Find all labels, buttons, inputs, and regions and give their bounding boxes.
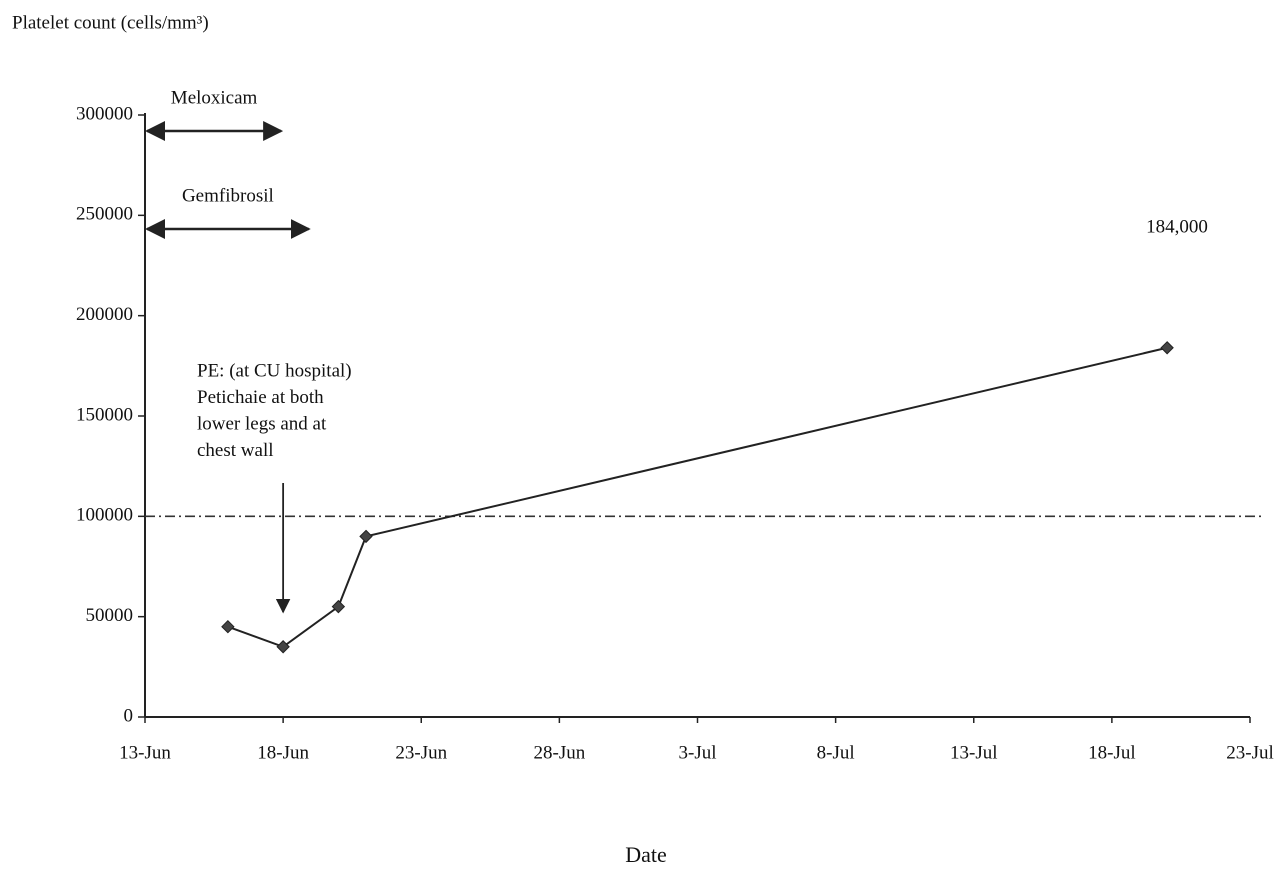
x-tick-label: 18-Jul [1088, 742, 1136, 763]
y-tick-label: 250000 [76, 204, 133, 225]
y-tick-label: 150000 [76, 404, 133, 425]
y-tick-label: 100000 [76, 505, 133, 526]
y-tick-label: 300000 [76, 103, 133, 124]
x-tick-label: 18-Jun [257, 742, 309, 763]
marker [1161, 342, 1173, 354]
chart: Platelet count (cells/mm³) Date 0 50000 10… [0, 0, 1288, 873]
y-tick-label: 200000 [76, 304, 133, 325]
marker [360, 530, 372, 542]
annotation-text: Petichaie at both [197, 387, 324, 408]
annotation-text: PE: (at CU hospital) [197, 360, 352, 381]
y-tick-label: 0 [124, 705, 134, 726]
value-label: 184,000 [1146, 216, 1208, 237]
x-tick-label: 3-Jul [679, 742, 717, 763]
marker [222, 621, 234, 633]
y-tick-label: 50000 [86, 605, 134, 626]
x-tick-label: 13-Jul [950, 742, 998, 763]
x-tick-label: 13-Jun [119, 742, 171, 763]
x-axis-label: Date [625, 842, 667, 867]
x-tick-label: 23-Jun [395, 742, 447, 763]
x-tick-label: 8-Jul [817, 742, 855, 763]
range-label: Gemfibrosil [182, 185, 274, 206]
range-label: Meloxicam [171, 87, 258, 108]
series-line [228, 348, 1167, 647]
x-tick-label: 23-Jul [1226, 742, 1274, 763]
annotation-text: chest wall [197, 440, 274, 461]
annotation-text: lower legs and at [197, 413, 327, 434]
y-axis-label: Platelet count (cells/mm³) [12, 12, 209, 33]
page: {"chart_data": {"type": "line", "y_label… [0, 0, 1288, 873]
x-tick-label: 28-Jun [534, 742, 586, 763]
